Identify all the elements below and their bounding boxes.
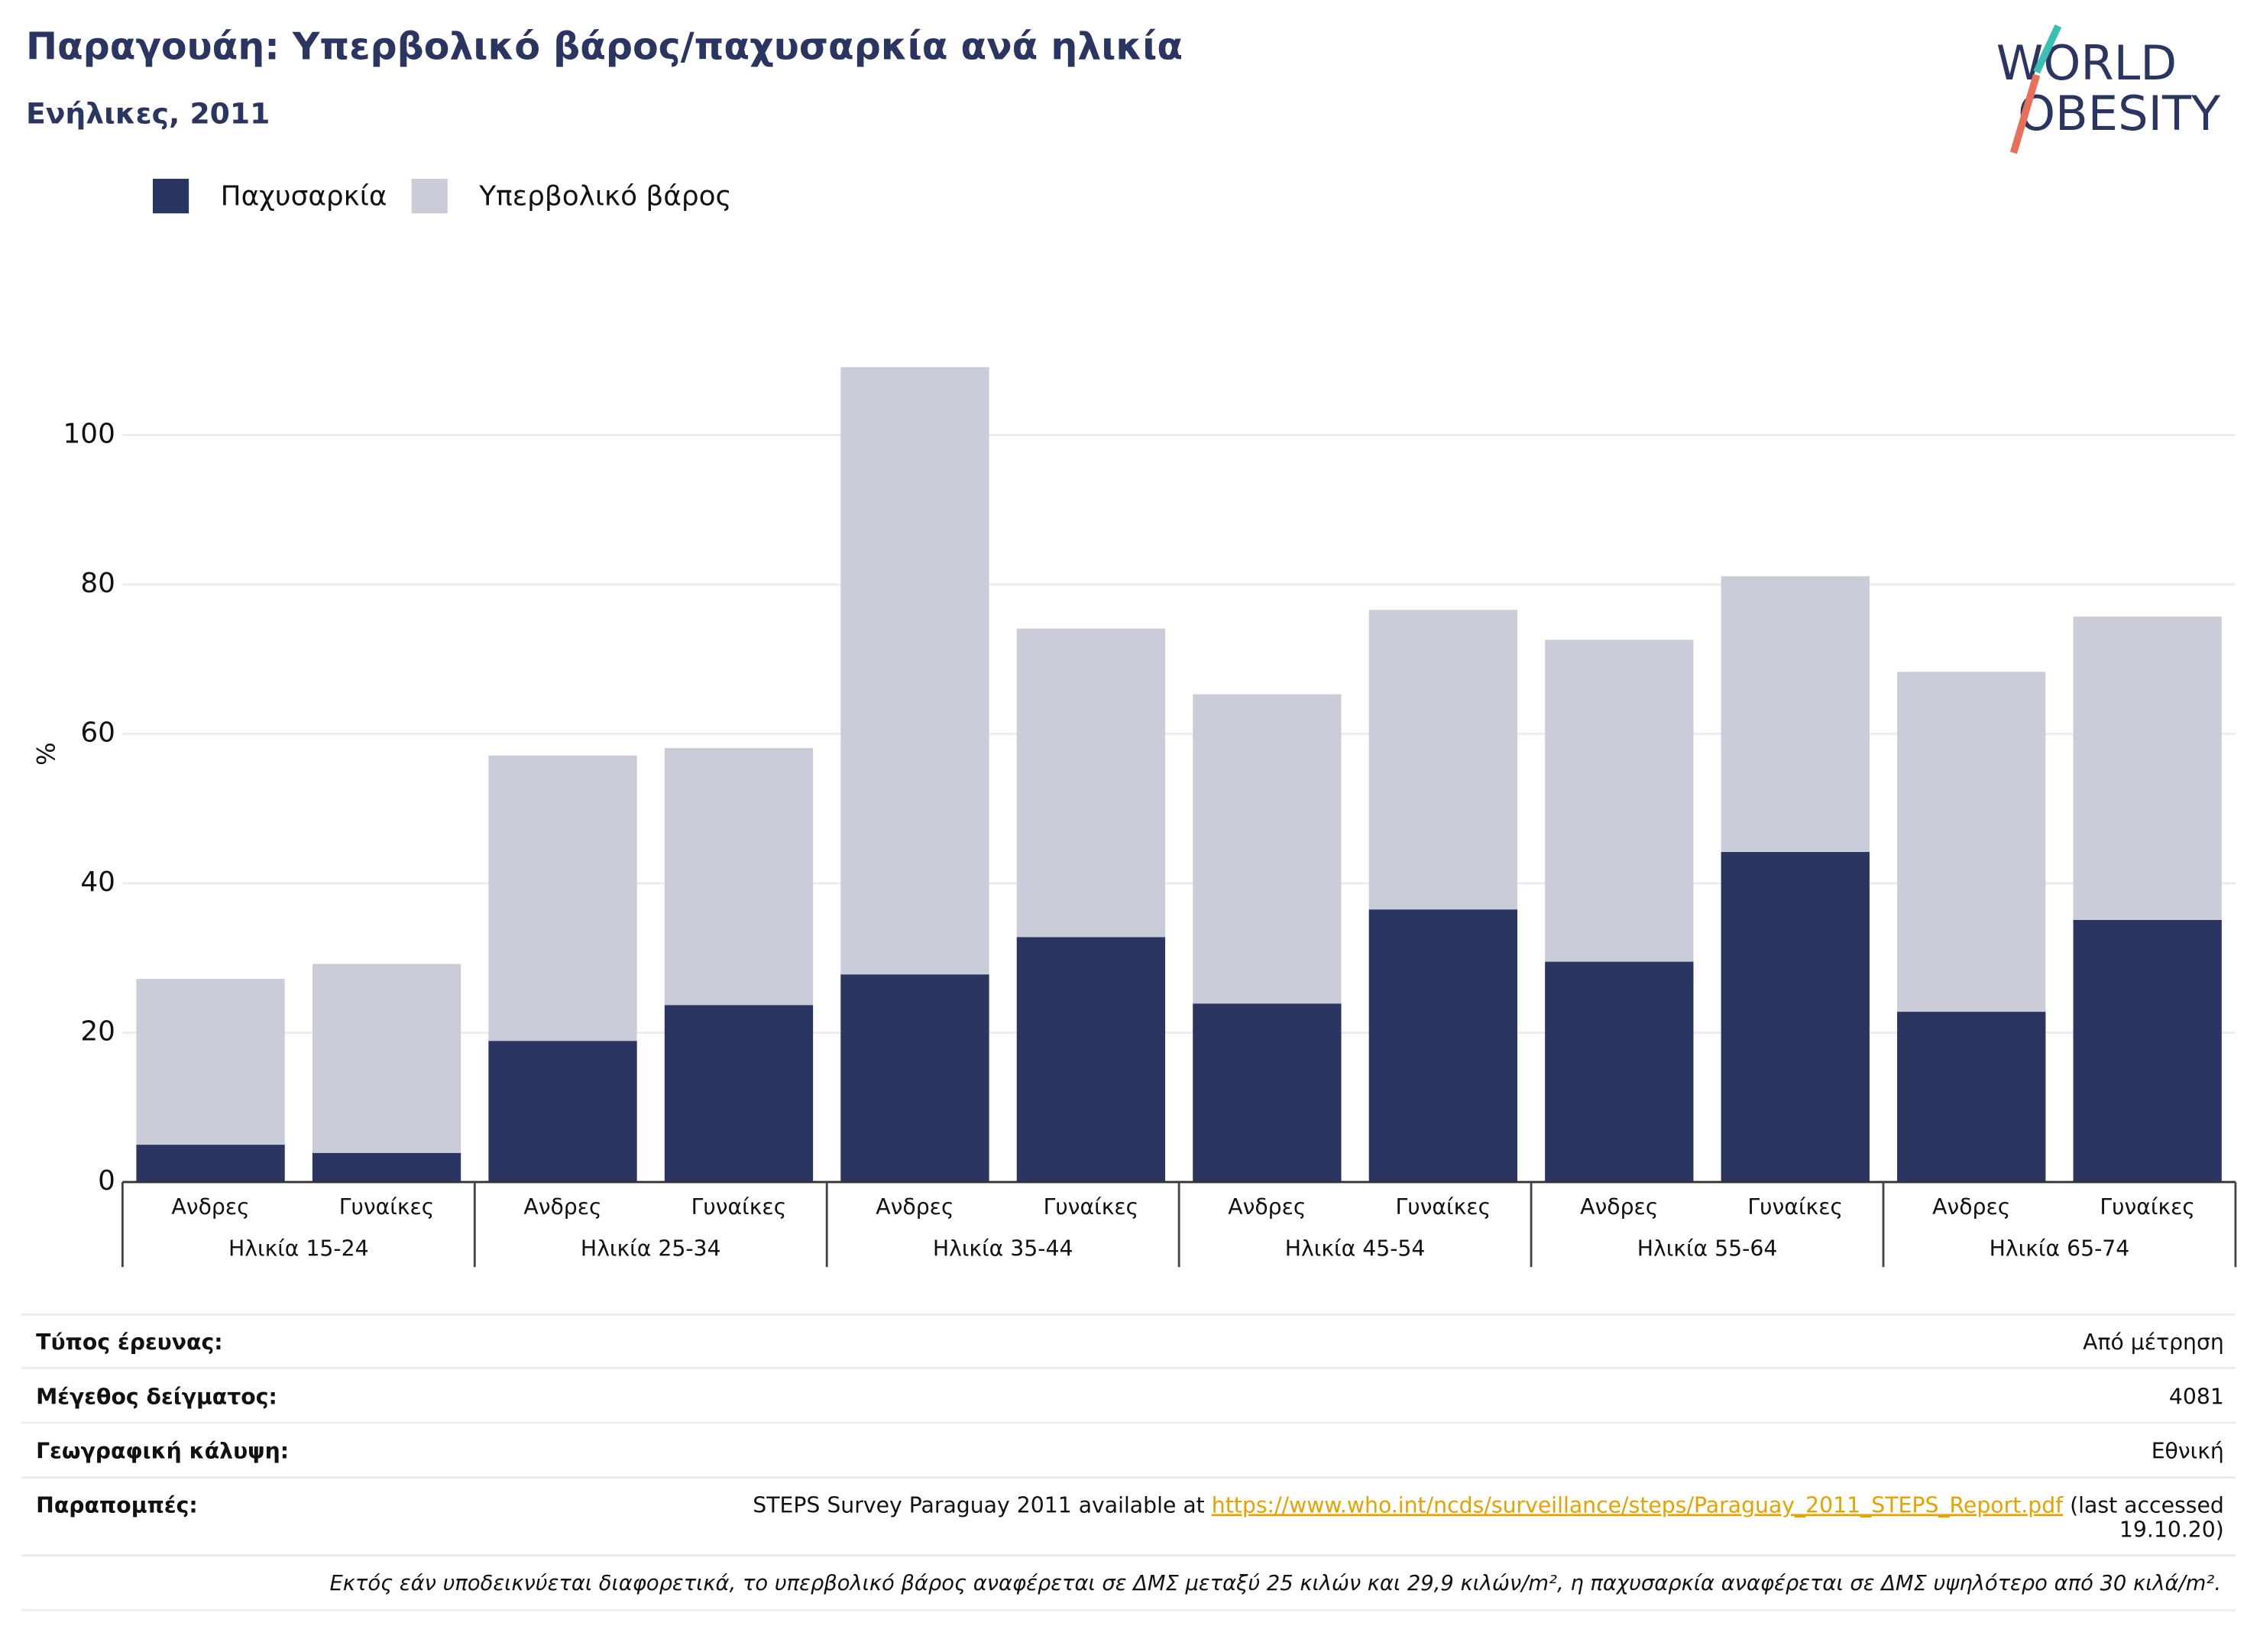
reference-note: 19.10.20) (2119, 1517, 2224, 1542)
logo-text: WORLD (1996, 35, 2177, 91)
bar (2073, 919, 2222, 1182)
info-value: Εθνική (2152, 1438, 2224, 1463)
bar (136, 1145, 285, 1182)
group-label: Ηλικία 15-24 (228, 1236, 369, 1262)
x-tick-label: Ανδρες (1228, 1194, 1306, 1220)
bar (312, 964, 461, 1153)
logo-slash (2009, 73, 2041, 154)
reference: STEPS Survey Paraguay 2011 available at … (753, 1492, 2224, 1518)
bar (1897, 672, 2046, 1012)
group-label: Ηλικία 65-74 (1990, 1236, 2130, 1262)
bar (1016, 628, 1166, 938)
legend-label: Παχυσαρκία (221, 180, 387, 212)
group-label: Ηλικία 45-54 (1285, 1236, 1426, 1262)
bar (664, 1005, 814, 1182)
x-tick-label: Γυναίκες (1044, 1194, 1139, 1220)
info-label: Μέγεθος δείγματος: (36, 1384, 277, 1409)
x-tick-label: Ανδρες (1580, 1194, 1658, 1220)
group-label: Ηλικία 55-64 (1637, 1236, 1778, 1262)
group-label: Ηλικία 25-34 (581, 1236, 721, 1262)
reference-text: STEPS Survey Paraguay 2011 available at (753, 1492, 1204, 1518)
group-label: Ηλικία 35-44 (933, 1236, 1073, 1262)
x-tick-label: Γυναίκες (691, 1194, 787, 1220)
bar (136, 979, 285, 1145)
x-tick-label: Ανδρες (523, 1194, 601, 1220)
bar (664, 748, 814, 1006)
x-tick-label: Ανδρες (876, 1194, 954, 1220)
bar (1368, 909, 1517, 1182)
info-value: 4081 (2169, 1384, 2224, 1409)
bar (1016, 937, 1166, 1182)
footnote: Εκτός εάν υποδεικνύεται διαφορετικά, το … (330, 1572, 2222, 1595)
logo: WORLD OBESITY (1996, 24, 2221, 154)
bar (1721, 851, 1870, 1182)
y-axis-label: % (31, 742, 60, 765)
x-tick-label: Γυναίκες (339, 1194, 435, 1220)
bar (488, 1041, 637, 1182)
bar (488, 755, 637, 1041)
bar (840, 367, 989, 975)
info-label: Τύπος έρευνας: (36, 1330, 222, 1355)
logo-text: OBESITY (2018, 86, 2221, 141)
bar (1193, 1003, 1342, 1182)
x-tick-label: Γυναίκες (1395, 1194, 1491, 1220)
chart-subtitle: Ενήλικες, 2011 (26, 96, 270, 130)
reference-link: https://www.who.int/ncds/surveillance/st… (1212, 1492, 2064, 1518)
bar (1368, 610, 1517, 910)
y-tick-label: 0 (98, 1165, 115, 1197)
y-tick-label: 20 (80, 1015, 115, 1047)
bar (1721, 576, 1870, 852)
bar (1545, 640, 1694, 962)
y-tick-label: 40 (80, 866, 115, 898)
info-label: Παραπομπές: (36, 1492, 198, 1518)
info-value: Από μέτρηση (2083, 1330, 2224, 1355)
bar (312, 1152, 461, 1182)
x-tick-label: Γυναίκες (1747, 1194, 1843, 1220)
bar (1897, 1012, 2046, 1182)
logo-slash (2033, 24, 2062, 74)
x-tick-label: Ανδρες (1932, 1194, 2010, 1220)
chart-title: Παραγουάη: Υπερβολικό βάρος/παχυσαρκία α… (26, 24, 1183, 69)
bar (2073, 616, 2222, 920)
legend-swatch (411, 178, 448, 214)
reference-note: (last accessed (2070, 1492, 2224, 1518)
x-tick-label: Γυναίκες (2100, 1194, 2195, 1220)
y-tick-label: 80 (80, 568, 115, 599)
legend-label: Υπερβολικό βάρος (478, 180, 731, 212)
x-tick-label: Ανδρες (171, 1194, 249, 1220)
legend-swatch (152, 178, 189, 214)
bar (840, 974, 989, 1182)
y-tick-label: 100 (63, 418, 115, 449)
bar (1545, 961, 1694, 1182)
y-tick-label: 60 (80, 717, 115, 748)
bar (1193, 694, 1342, 1004)
info-label: Γεωγραφική κάλυψη: (36, 1438, 289, 1463)
